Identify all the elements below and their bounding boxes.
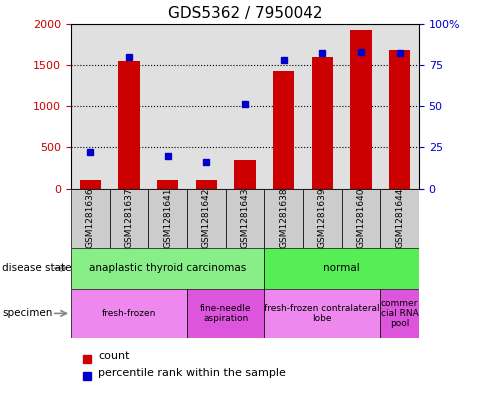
Text: fresh-frozen contralateral
lobe: fresh-frozen contralateral lobe (265, 304, 380, 323)
Bar (264, 189, 303, 248)
Text: GSM1281637: GSM1281637 (124, 188, 134, 248)
Bar (187, 189, 226, 248)
Text: specimen: specimen (2, 309, 53, 318)
Bar (71, 189, 110, 248)
Bar (380, 289, 419, 338)
Bar (380, 189, 419, 248)
Text: disease state: disease state (2, 263, 72, 273)
Text: GSM1281640: GSM1281640 (356, 188, 366, 248)
Text: GSM1281638: GSM1281638 (279, 188, 288, 248)
Bar (342, 189, 380, 248)
Bar (303, 189, 342, 248)
Bar (264, 289, 380, 338)
Text: normal: normal (323, 263, 360, 273)
Bar (71, 248, 264, 289)
Bar (226, 189, 264, 248)
Bar (273, 71, 294, 189)
Bar (71, 289, 187, 338)
Text: GSM1281639: GSM1281639 (318, 188, 327, 248)
Text: GSM1281644: GSM1281644 (395, 188, 404, 248)
Text: GSM1281641: GSM1281641 (163, 188, 172, 248)
Bar (234, 160, 256, 189)
Text: GSM1281636: GSM1281636 (86, 188, 95, 248)
Text: anaplastic thyroid carcinomas: anaplastic thyroid carcinomas (89, 263, 246, 273)
Text: GSM1281643: GSM1281643 (241, 188, 249, 248)
Bar (148, 189, 187, 248)
Text: fresh-frozen: fresh-frozen (102, 309, 156, 318)
Bar (196, 180, 217, 189)
Text: fine-needle
aspiration: fine-needle aspiration (200, 304, 251, 323)
Text: count: count (98, 351, 129, 361)
Text: percentile rank within the sample: percentile rank within the sample (98, 368, 286, 378)
Bar (157, 180, 178, 189)
Bar (350, 30, 371, 189)
Bar (110, 189, 148, 248)
Bar (389, 50, 410, 189)
Bar (119, 61, 140, 189)
Text: commer
cial RNA
pool: commer cial RNA pool (381, 299, 418, 328)
Bar (312, 57, 333, 189)
Bar (264, 248, 419, 289)
Text: GSM1281642: GSM1281642 (202, 188, 211, 248)
Title: GDS5362 / 7950042: GDS5362 / 7950042 (168, 6, 322, 21)
Bar (187, 289, 264, 338)
Bar (80, 180, 101, 189)
